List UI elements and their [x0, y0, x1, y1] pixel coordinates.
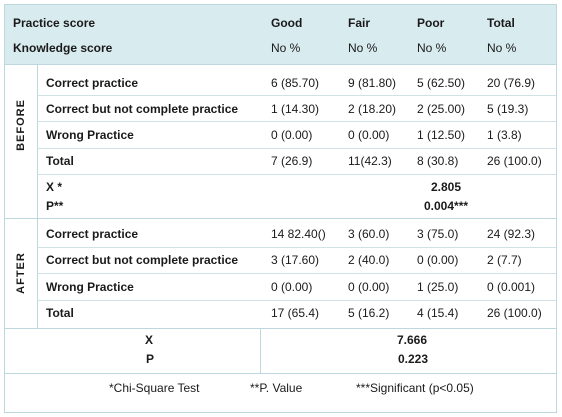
col-header-good: Good — [271, 16, 303, 30]
table-cell: 6 (85.70) — [271, 76, 320, 90]
before-row-label: Total — [46, 154, 74, 168]
knowledge-score-header: Knowledge score — [13, 41, 113, 55]
divider — [37, 64, 38, 218]
table-cell: 11(42.3) — [348, 154, 392, 168]
table-cell: 2 (25.00) — [417, 102, 466, 116]
table-cell: 0 (0.00) — [348, 280, 390, 294]
row-divider — [38, 95, 556, 96]
results-table: Practice score Knowledge score Good Fair… — [4, 4, 557, 413]
table-cell: 0 (0.00) — [417, 253, 459, 267]
footnote-chi-square: *Chi-Square Test — [109, 381, 200, 395]
before-chi-label: X * — [46, 180, 63, 194]
table-cell: 2 (18.20) — [348, 102, 397, 116]
unit-poor: No % — [417, 41, 447, 55]
divider — [5, 218, 556, 219]
after-row-label: Wrong Practice — [46, 280, 134, 294]
table-cell: 8 (30.8) — [417, 154, 459, 168]
before-chi-value: 2.805 — [431, 180, 462, 194]
unit-fair: No % — [348, 41, 378, 55]
after-group-label: AFTER — [15, 252, 27, 294]
row-divider — [38, 300, 556, 301]
table-cell: 3 (60.0) — [348, 227, 390, 241]
table-cell: 26 (100.0) — [487, 306, 542, 320]
table-cell: 26 (100.0) — [487, 154, 542, 168]
table-cell: 1 (25.0) — [417, 280, 459, 294]
footnote-significant: ***Significant (p<0.05) — [356, 381, 474, 395]
table-cell: 0 (0.00) — [348, 128, 390, 142]
before-row-label: Wrong Practice — [46, 128, 134, 142]
table-cell: 1 (12.50) — [417, 128, 466, 142]
row-divider — [38, 121, 556, 122]
table-cell: 24 (92.3) — [487, 227, 536, 241]
table-cell: 14 82.40() — [271, 227, 326, 241]
table-cell: 3 (75.0) — [417, 227, 459, 241]
before-p-label: P** — [46, 199, 64, 213]
unit-good: No % — [271, 41, 301, 55]
table-cell: 4 (15.4) — [417, 306, 459, 320]
overall-p-label: P — [146, 352, 155, 366]
table-cell: 5 (16.2) — [348, 306, 390, 320]
table-cell: 0 (0.00) — [271, 128, 313, 142]
table-cell: 20 (76.9) — [487, 76, 536, 90]
overall-chi-label: X — [145, 333, 154, 347]
before-group-label: BEFORE — [15, 99, 27, 151]
col-header-total: Total — [487, 16, 515, 30]
table-cell: 3 (17.60) — [271, 253, 320, 267]
after-row-label: Correct but not complete practice — [46, 253, 239, 267]
unit-total: No % — [487, 41, 517, 55]
col-header-poor: Poor — [417, 16, 445, 30]
after-row-label: Total — [46, 306, 74, 320]
divider — [260, 328, 261, 373]
table-cell: 5 (19.3) — [487, 102, 529, 116]
row-divider — [38, 273, 556, 274]
table-cell: 2 (40.0) — [348, 253, 390, 267]
overall-p-value: 0.223 — [398, 352, 429, 366]
after-row-label: Correct practice — [46, 227, 139, 241]
before-p-value: 0.004*** — [424, 199, 469, 213]
divider — [5, 373, 556, 374]
before-row-label: Correct but not complete practice — [46, 102, 239, 116]
table-cell: 5 (62.50) — [417, 76, 466, 90]
divider — [37, 218, 38, 328]
footnote-p-value: **P. Value — [250, 381, 303, 395]
row-divider — [38, 148, 556, 149]
table-cell: 1 (14.30) — [271, 102, 320, 116]
overall-chi-value: 7.666 — [397, 333, 428, 347]
row-divider — [38, 247, 556, 248]
table-cell: 0 (0.00) — [271, 280, 313, 294]
table-cell: 2 (7.7) — [487, 253, 522, 267]
row-divider — [38, 174, 556, 175]
before-row-label: Correct practice — [46, 76, 139, 90]
divider — [5, 64, 556, 65]
table-cell: 1 (3.8) — [487, 128, 522, 142]
table-header: Practice score Knowledge score Good Fair… — [5, 5, 556, 64]
table-cell: 7 (26.9) — [271, 154, 313, 168]
table-cell: 17 (65.4) — [271, 306, 320, 320]
col-header-fair: Fair — [348, 16, 371, 30]
practice-score-header: Practice score — [13, 16, 96, 30]
table-cell: 9 (81.80) — [348, 76, 397, 90]
table-cell: 0 (0.001) — [487, 280, 536, 294]
divider — [5, 328, 556, 329]
